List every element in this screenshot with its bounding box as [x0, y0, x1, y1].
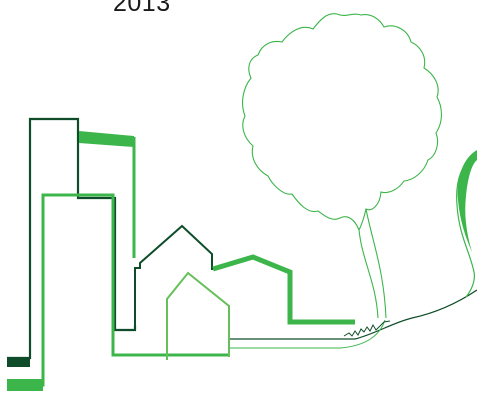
tall-building-base-icon [7, 359, 30, 367]
small-house-outline-icon [166, 271, 230, 360]
front-building-base-icon [7, 379, 43, 391]
grass-scribble-icon [343, 320, 391, 337]
year-label: 2013 [113, 0, 171, 17]
front-building-outline-icon [7, 193, 230, 387]
leaf-body-icon [457, 150, 477, 252]
ground-line-light-icon [230, 319, 386, 349]
dark-house-outline-icon [134, 224, 213, 330]
tree-trunk-icon [365, 208, 387, 319]
right-roofline-icon [212, 254, 355, 325]
tall-building-outline-icon [7, 117, 137, 360]
wedge-roof-icon [79, 131, 134, 147]
tree-canopy-outline-icon [242, 13, 442, 319]
ground-line-dark-icon [230, 289, 477, 340]
